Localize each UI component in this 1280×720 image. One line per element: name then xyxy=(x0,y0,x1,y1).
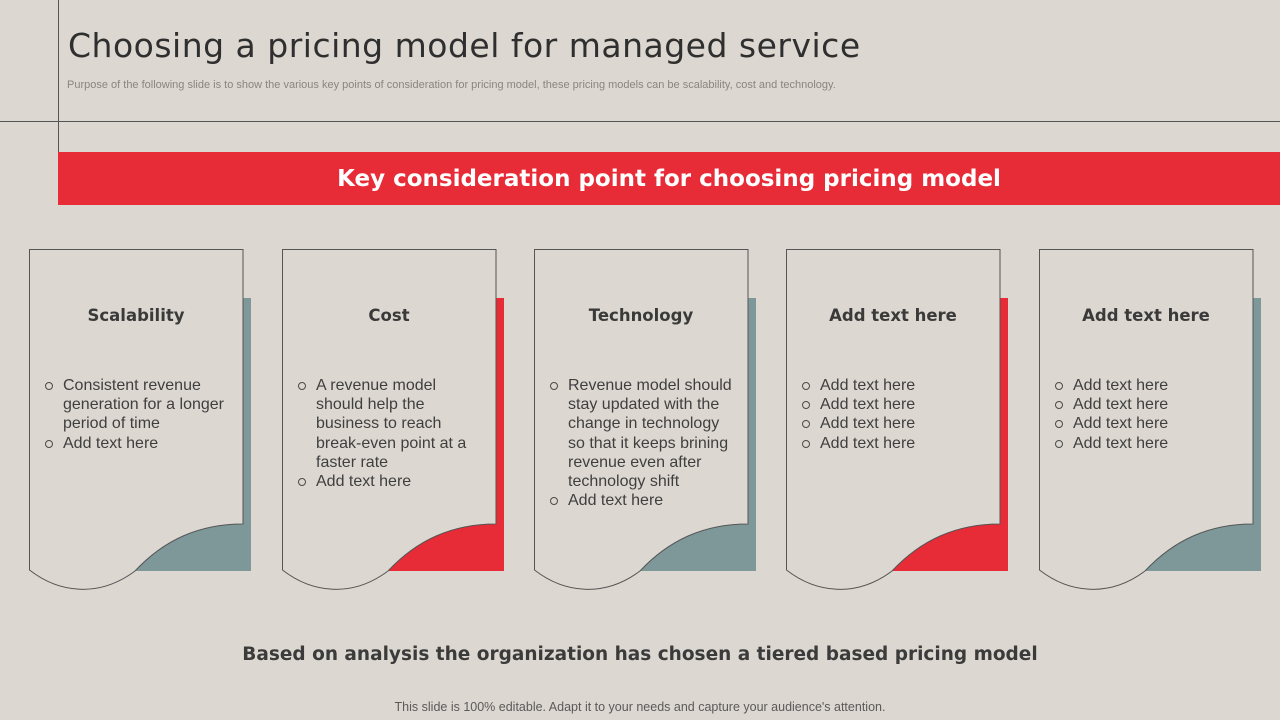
circle-bullet-icon xyxy=(45,382,53,390)
list-item-text: Add text here xyxy=(820,396,916,414)
card-1: Scalability Consistent revenue generation… xyxy=(29,248,253,590)
list-item-text: Add text here xyxy=(1073,377,1169,394)
card-5: Add text here Add text here Add text here A… xyxy=(1039,248,1263,590)
circle-bullet-icon xyxy=(1055,420,1063,429)
card-bullet-list: Add text here Add text here Add text here A… xyxy=(1053,376,1241,453)
list-item-text: Add text here xyxy=(316,473,412,491)
list-item: Add text here xyxy=(800,395,988,414)
list-item: Add text here xyxy=(1053,376,1241,395)
card-outline xyxy=(786,249,1001,590)
list-item-text: Add text here xyxy=(568,492,664,510)
list-item: Consistent revenue generation for a long… xyxy=(43,376,231,434)
circle-bullet-icon xyxy=(45,439,53,448)
list-item-text: Consistent revenue generation for a long… xyxy=(63,377,224,433)
list-item-text: Add text here xyxy=(820,377,916,394)
card-shape xyxy=(282,249,504,590)
card-outline xyxy=(534,249,749,590)
card-title: Scalability xyxy=(87,306,185,325)
card-4: Add text here Add text here Add text here A… xyxy=(786,248,1010,590)
list-item: Add text here xyxy=(1053,414,1241,433)
card-title: Technology xyxy=(588,306,694,325)
card-accent-shape xyxy=(892,298,1008,571)
card-shape xyxy=(1039,249,1261,590)
circle-bullet-icon xyxy=(1055,401,1063,410)
horizontal-divider-line xyxy=(0,121,1280,122)
list-item: Add text here xyxy=(548,491,736,510)
list-item: Revenue model should stay updated with t… xyxy=(548,376,736,491)
header-banner: Key consideration point for choosing pri… xyxy=(58,152,1280,205)
list-item: Add text here xyxy=(800,414,988,433)
list-item-text: Revenue model should stay updated with t… xyxy=(568,377,732,491)
list-item-text: A revenue model should help the business… xyxy=(316,377,467,471)
card-accent-shape xyxy=(388,298,504,571)
card-2: Cost A revenue model should help the busi… xyxy=(282,248,506,590)
list-item-text: Add text here xyxy=(820,434,916,452)
card-outline xyxy=(282,249,497,590)
card-title: Add text here xyxy=(829,306,957,325)
card-bullet-list: A revenue model should help the business… xyxy=(296,376,484,491)
list-item: Add text here xyxy=(1053,395,1241,414)
circle-bullet-icon xyxy=(298,478,306,487)
card-outline xyxy=(29,249,244,590)
conclusion-text: Based on analysis the organization has c… xyxy=(242,644,1038,665)
list-item-text: Add text here xyxy=(1073,434,1169,452)
card-bullet-list: Revenue model should stay updated with t… xyxy=(548,376,736,510)
list-item: Add text here xyxy=(1053,434,1241,453)
card-bullet-list: Add text here Add text here Add text here A… xyxy=(800,376,988,453)
list-item: Add text here xyxy=(296,472,484,491)
list-item-text: Add text here xyxy=(1073,415,1169,433)
banner-text: Key consideration point for choosing pri… xyxy=(337,165,1001,192)
card-accent-shape xyxy=(135,298,251,571)
slide-title: Choosing a pricing model for managed ser… xyxy=(68,26,861,65)
card-shape xyxy=(786,249,1008,590)
circle-bullet-icon xyxy=(1055,382,1063,390)
list-item-text: Add text here xyxy=(820,415,916,433)
card-accent-shape xyxy=(1145,298,1261,571)
list-item-text: Add text here xyxy=(63,434,159,452)
footer-note: This slide is 100% editable. Adapt it to… xyxy=(394,700,886,714)
list-item: Add text here xyxy=(800,434,988,453)
circle-bullet-icon xyxy=(802,420,810,429)
card-accent-shape xyxy=(640,298,756,571)
list-item-text: Add text here xyxy=(1073,396,1169,414)
card-title: Add text here xyxy=(1082,306,1210,325)
card-bullet-list: Consistent revenue generation for a long… xyxy=(43,376,231,453)
card-title: Cost xyxy=(368,306,410,325)
slide-subtitle: Purpose of the following slide is to sho… xyxy=(67,79,836,91)
card-shape xyxy=(29,249,251,590)
list-item: Add text here xyxy=(800,376,988,395)
circle-bullet-icon xyxy=(1055,439,1063,448)
circle-bullet-icon xyxy=(802,439,810,448)
card-outline xyxy=(1039,249,1254,590)
list-item: Add text here xyxy=(43,434,231,453)
circle-bullet-icon xyxy=(298,382,306,390)
circle-bullet-icon xyxy=(550,497,558,506)
circle-bullet-icon xyxy=(802,401,810,410)
card-shape xyxy=(534,249,756,590)
circle-bullet-icon xyxy=(802,382,810,390)
list-item: A revenue model should help the business… xyxy=(296,376,484,472)
circle-bullet-icon xyxy=(550,382,558,390)
card-3: Technology Revenue model should stay upda… xyxy=(534,248,758,590)
vertical-divider-line xyxy=(58,0,59,152)
